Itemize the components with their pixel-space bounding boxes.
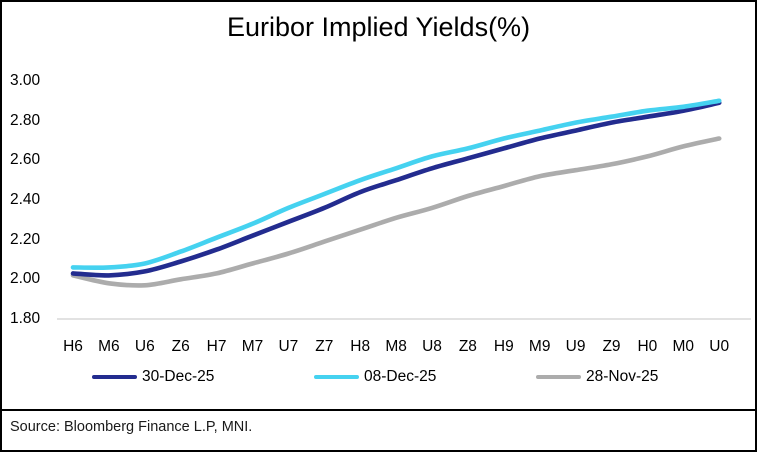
x-tick-label: U7 [278,338,299,355]
x-tick-label: H8 [350,338,371,355]
legend-line-swatch [314,374,359,380]
x-tick-label: H0 [637,338,658,355]
series-line-30-Dec-25 [70,100,722,278]
x-tick-label: U0 [709,338,730,355]
y-tick-label: 2.40 [10,190,41,208]
x-tick-label: U8 [422,338,442,355]
source-note: Source: Bloomberg Finance L.P, MNI. [10,419,253,435]
legend-item: 08-Dec-25 [314,368,436,386]
x-tick-label: U6 [134,338,155,355]
y-tick-label: 1.80 [10,309,41,327]
chart-title: Euribor Implied Yields(%) [226,12,531,42]
legend-label: 30-Dec-25 [142,368,215,385]
y-tick-label: 2.00 [10,270,41,288]
x-tick-label: M8 [385,338,407,355]
legend-line-swatch [92,374,137,380]
divider-line [2,409,755,411]
legend-line-swatch [536,374,581,380]
x-tick-label: U9 [565,338,586,355]
x-tick-label: M0 [672,338,695,355]
y-tick-label: 2.60 [10,151,41,169]
x-tick-label: M9 [528,338,551,355]
x-tick-label: Z6 [171,338,190,355]
series-line-08-Dec-25 [70,98,722,271]
x-tick-label: Z7 [315,338,334,355]
x-tick-label: H9 [493,338,514,355]
legend-label: 08-Dec-25 [364,368,437,385]
y-tick-label: 2.80 [10,111,41,129]
series-line-28-Nov-25 [70,136,722,288]
legend-item: 28-Nov-25 [536,368,658,386]
x-tick-label: H7 [206,338,227,355]
x-tick-label: Z9 [602,338,621,355]
x-tick-label: M6 [98,338,120,355]
y-tick-label: 2.20 [10,230,41,248]
x-tick-label: Z8 [458,338,477,355]
x-tick-label: M7 [241,338,264,355]
x-tick-label: H6 [63,338,83,355]
y-tick-label: 3.00 [10,72,41,89]
legend-item: 30-Dec-25 [92,368,214,386]
legend-label: 28-Nov-25 [586,368,659,385]
